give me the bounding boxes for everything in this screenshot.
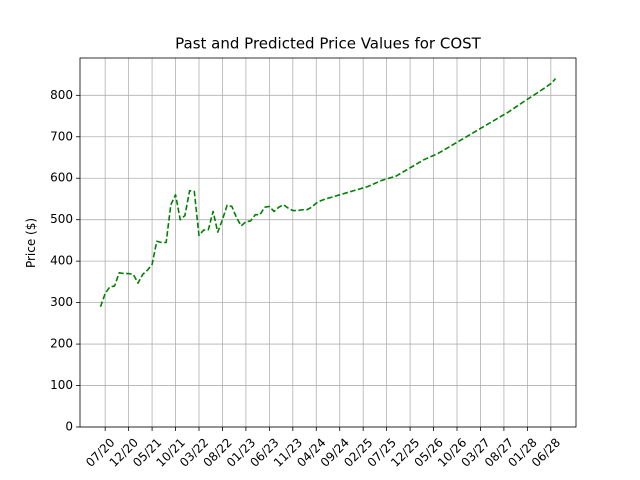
grid (80, 58, 576, 428)
y-tick-label: 700 (50, 129, 73, 143)
y-tick-label: 100 (50, 378, 73, 392)
y-axis-label: Price ($) (24, 218, 38, 268)
y-tick-label: 300 (50, 295, 73, 309)
series-layer (99, 78, 557, 308)
chart-title: Past and Predicted Price Values for COST (175, 35, 482, 53)
y-tick-label: 400 (50, 254, 73, 268)
y-tick-label: 600 (50, 171, 73, 185)
y-tick-label: 500 (50, 212, 73, 226)
y-tick-label: 200 (50, 337, 73, 351)
y-tick-label: 800 (50, 88, 73, 102)
price-series-line (99, 78, 557, 308)
y-tick-label: 0 (65, 420, 73, 434)
plot-frame (79, 57, 577, 428)
